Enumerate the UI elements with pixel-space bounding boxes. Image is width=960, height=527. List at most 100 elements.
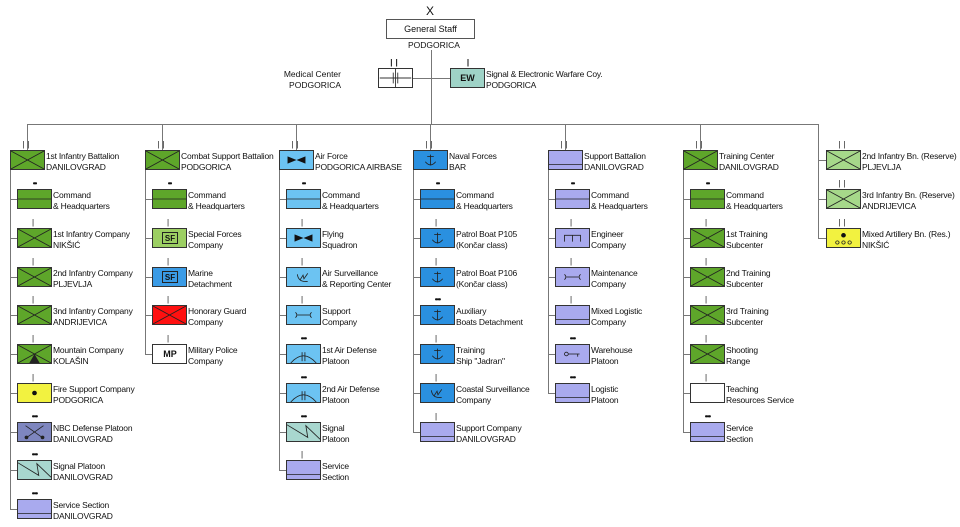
unit-size-mark: || xyxy=(22,140,33,149)
unit-size-mark: ••• xyxy=(31,489,38,498)
unit-size-mark: ••• xyxy=(300,334,307,343)
hq-symbol-icon xyxy=(420,189,455,209)
infantry-symbol-icon xyxy=(152,305,187,326)
unit-size-mark: | xyxy=(704,256,711,266)
unit-size-mark: | xyxy=(31,295,38,305)
infantry-symbol-icon xyxy=(690,227,725,248)
connector xyxy=(413,199,420,200)
connector xyxy=(279,170,280,471)
unit-label: 1st Infantry Battalion DANILOVGRAD xyxy=(46,151,120,172)
naval-symbol-icon xyxy=(413,150,448,170)
hq-symbol-icon xyxy=(17,189,52,209)
unit-size-mark: || xyxy=(560,140,571,149)
unit-size-mark: •• xyxy=(705,179,711,188)
unit-label: Service Section xyxy=(322,461,349,483)
artillery-symbol-icon xyxy=(17,382,52,403)
naval-symbol-icon xyxy=(420,266,455,287)
unit-label: Command & Headquarters xyxy=(456,190,513,211)
connector xyxy=(145,237,152,239)
airdefense-symbol-icon xyxy=(286,382,321,403)
connector xyxy=(548,276,555,278)
connector xyxy=(279,276,286,278)
infantry-symbol-icon xyxy=(690,344,725,364)
unit-label: Special Forces Company xyxy=(188,228,242,250)
hq-symbol-icon xyxy=(555,189,590,209)
unit-size-mark: | xyxy=(434,372,441,382)
unit-label: Honorary Guard Company xyxy=(188,306,247,328)
connector xyxy=(10,354,17,355)
service-symbol-icon xyxy=(17,499,52,519)
unit-label: Logistic Platoon xyxy=(591,383,619,405)
naval-symbol-icon xyxy=(420,227,455,248)
signal-ew-label: Signal & Electronic Warfare Coy. PODGORIC… xyxy=(486,69,603,90)
nbc-symbol-icon xyxy=(17,421,52,442)
general-staff-box[interactable]: General Staff xyxy=(386,19,475,39)
unit-size-mark: | xyxy=(704,217,711,227)
size-mark: | xyxy=(466,58,469,67)
unit-size-mark: | xyxy=(31,334,38,343)
service-symbol-icon xyxy=(420,421,455,442)
unit-label: Air Surveillance & Reporting Center xyxy=(322,267,392,289)
connector xyxy=(683,199,690,200)
unit-label: Signal Platoon DANILOVGRAD xyxy=(53,461,113,483)
unit-size-mark: | xyxy=(166,334,173,343)
unit-label: Training Ship "Jadran" xyxy=(456,345,505,366)
unit-size-mark: | xyxy=(704,334,711,343)
infantry-symbol-icon xyxy=(145,150,180,170)
unit-size-mark: | xyxy=(300,295,307,305)
infantry-symbol-icon xyxy=(17,227,52,248)
unit-size-mark: ••• xyxy=(300,411,307,421)
ew-icon: EW xyxy=(450,68,485,88)
unit-size-mark: •• xyxy=(570,179,576,188)
unit-label: Military Police Company xyxy=(188,345,238,366)
connector xyxy=(548,170,549,393)
service-symbol-icon xyxy=(690,421,725,442)
unit-label: Fire Support Company PODGORICA xyxy=(53,383,135,405)
hq-symbol-icon xyxy=(286,189,321,209)
unit-label: Patrol Boat P106 (Končar class) xyxy=(456,267,518,289)
connector xyxy=(279,431,286,433)
unit-size-mark: ••• xyxy=(569,372,576,382)
connector xyxy=(683,392,690,394)
unit-label: 3rd Infantry Bn. (Reserve) ANDRIJEVICA xyxy=(862,189,955,211)
unit-label: Shooting Range xyxy=(726,345,758,366)
unit-label: Mountain Company KOLAŠIN xyxy=(53,345,124,366)
text-symbol-icon: SF xyxy=(152,227,187,248)
connector xyxy=(413,276,420,278)
unit-label: Training Center DANILOVGRAD xyxy=(719,151,779,172)
unit-label: 3nd Infantry Company ANDRIJEVICA xyxy=(53,306,133,328)
connector xyxy=(279,315,286,317)
maintenance-symbol-icon xyxy=(555,266,590,287)
connector xyxy=(683,276,690,278)
unit-size-mark: ••• xyxy=(31,411,38,421)
connector xyxy=(27,124,28,150)
unit-size-mark: | xyxy=(704,372,711,382)
signal-symbol-icon xyxy=(17,460,52,481)
unit-label: 2nd Training Subcenter xyxy=(726,267,771,289)
unit-label: Support Company DANILOVGRAD xyxy=(456,422,522,444)
connector xyxy=(145,276,152,278)
unit-size-mark: || xyxy=(838,217,849,227)
unit-size-mark: | xyxy=(569,217,576,227)
size-mark: || xyxy=(390,58,401,67)
unit-label: 1st Infantry Company NIKŠIĆ xyxy=(53,228,130,250)
unit-size-mark: | xyxy=(569,256,576,266)
connector xyxy=(145,170,146,354)
unit-size-mark: | xyxy=(31,372,38,382)
unit-size-mark: || xyxy=(695,140,706,149)
service-symbol-icon xyxy=(555,382,590,403)
infantry-symbol-icon xyxy=(683,150,718,170)
connector xyxy=(162,124,163,150)
unit-size-mark: •• xyxy=(435,179,441,188)
connector xyxy=(145,315,152,317)
connector xyxy=(27,124,819,125)
unit-size-mark: || xyxy=(838,140,849,149)
connector xyxy=(279,392,286,394)
warehouse-symbol-icon xyxy=(555,344,590,364)
mountain-symbol-icon xyxy=(17,344,52,364)
general-staff-title: General Staff xyxy=(404,24,457,34)
infantry-symbol-icon xyxy=(826,150,861,170)
unit-size-mark: ••• xyxy=(569,334,576,343)
unit-size-mark: | xyxy=(31,217,38,227)
